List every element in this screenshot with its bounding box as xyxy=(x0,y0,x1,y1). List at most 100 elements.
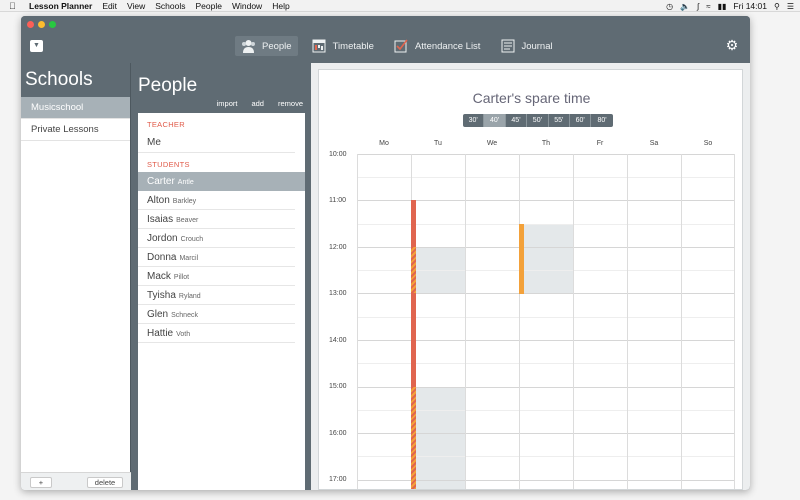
notification-center-icon[interactable]: ☰ xyxy=(786,1,794,11)
menu-app-name[interactable]: Lesson Planner xyxy=(29,0,93,11)
toolbar: People Timetable Attendance List Journal xyxy=(235,36,567,56)
day-label: Mo xyxy=(379,140,389,147)
main-area: Carter's spare time 30' 40' 45' 50' 55' … xyxy=(311,63,750,490)
student-last-name: Voth xyxy=(176,331,191,338)
week-grid xyxy=(357,154,735,489)
day-column-divider xyxy=(465,154,466,489)
tab-attendance-label: Attendance List xyxy=(414,40,481,52)
spotlight-icon[interactable]: ⚲ xyxy=(773,1,780,11)
battery-icon[interactable]: ▮▮ xyxy=(717,1,727,11)
student-last-name: Marcil xyxy=(179,255,199,262)
menu-bar:  Lesson Planner Edit View Schools Peopl… xyxy=(0,0,800,12)
apple-icon[interactable]:  xyxy=(9,1,21,11)
school-item-private-lessons[interactable]: Private Lessons xyxy=(21,119,130,141)
menu-people[interactable]: People xyxy=(195,0,222,11)
duration-option[interactable]: 55' xyxy=(548,114,570,127)
hour-label: 14:00 xyxy=(329,337,347,344)
tab-timetable-label: Timetable xyxy=(332,40,374,52)
half-hour-gridline xyxy=(357,363,735,364)
remove-person-button[interactable]: remove xyxy=(277,99,303,108)
import-button[interactable]: import xyxy=(216,99,238,108)
people-title: People xyxy=(138,75,198,96)
add-person-button[interactable]: add xyxy=(251,99,264,108)
zoom-button[interactable] xyxy=(49,21,56,28)
hour-gridline xyxy=(357,387,735,388)
teacher-item[interactable]: Me xyxy=(138,132,295,153)
day-label: Sa xyxy=(649,140,659,147)
wifi-icon[interactable]: ≈ xyxy=(706,1,711,11)
student-item[interactable]: Tyisha Ryland xyxy=(138,286,295,305)
close-button[interactable] xyxy=(27,21,34,28)
hour-gridline xyxy=(357,200,735,201)
day-column-divider xyxy=(519,154,520,489)
students-section-label: STUDENTS xyxy=(147,160,190,169)
app-window: ▼ People Timetable Attendance List xyxy=(21,16,750,490)
schools-footer: + delete xyxy=(21,472,131,490)
day-column-divider xyxy=(357,154,358,489)
student-item[interactable]: Carter Antle xyxy=(138,172,305,191)
status-area: ◷ 🔈 ∫ ≈ ▮▮ Fri 14:01 ⚲ ☰ xyxy=(666,0,794,12)
tab-people[interactable]: People xyxy=(235,36,298,56)
student-last-name: Barkley xyxy=(172,198,197,205)
duration-option[interactable]: 45' xyxy=(505,114,528,127)
hour-gridline xyxy=(357,154,735,155)
day-column-divider xyxy=(734,154,735,489)
hour-gridline xyxy=(357,433,735,434)
tab-attendance-list[interactable]: Attendance List xyxy=(388,36,487,56)
duration-option[interactable]: 80' xyxy=(591,114,613,127)
student-item[interactable]: Donna Marcil xyxy=(138,248,295,267)
hour-label: 13:00 xyxy=(329,290,347,297)
student-first-name: Hattie xyxy=(147,328,174,339)
calendar-title: Carter's spare time xyxy=(472,90,591,106)
hour-label: 17:00 xyxy=(329,476,347,483)
student-first-name: Carter xyxy=(147,176,175,187)
student-first-name: Isaias xyxy=(147,214,174,225)
student-last-name: Ryland xyxy=(178,293,201,300)
menu-help[interactable]: Help xyxy=(272,0,290,11)
duration-option[interactable]: 60' xyxy=(569,114,592,127)
title-bar: ▼ People Timetable Attendance List xyxy=(21,16,750,63)
minimize-button[interactable] xyxy=(38,21,45,28)
hour-label: 12:00 xyxy=(329,244,347,251)
menu-window[interactable]: Window xyxy=(231,0,263,11)
add-school-button[interactable]: + xyxy=(30,477,52,488)
free-time-block[interactable] xyxy=(519,224,573,294)
chevron-down-icon[interactable]: ▼ xyxy=(30,40,43,52)
time-machine-icon[interactable]: ◷ xyxy=(666,1,674,11)
delete-school-button[interactable]: delete xyxy=(87,477,123,488)
duration-option[interactable]: 40' xyxy=(484,114,506,127)
student-item[interactable]: Alton Barkley xyxy=(138,191,295,210)
student-last-name: Antle xyxy=(177,179,194,186)
student-last-name: Pillot xyxy=(173,274,190,281)
duration-option[interactable]: 50' xyxy=(527,114,549,127)
student-first-name: Alton xyxy=(147,195,170,206)
people-actions: import add remove xyxy=(217,99,303,108)
bluetooth-icon[interactable]: ∫ xyxy=(697,1,700,11)
student-item[interactable]: Hattie Voth xyxy=(138,324,295,343)
hour-label: 16:00 xyxy=(329,430,347,437)
half-hour-gridline xyxy=(357,317,735,318)
free-time-block[interactable] xyxy=(411,387,465,489)
volume-icon[interactable]: 🔈 xyxy=(680,1,691,11)
menu-schools[interactable]: Schools xyxy=(155,0,186,11)
tab-journal[interactable]: Journal xyxy=(494,36,558,56)
gear-icon[interactable]: ⚙ xyxy=(725,37,739,53)
day-label: So xyxy=(703,140,713,147)
people-panel: People import add remove TEACHER Me STUD… xyxy=(133,63,306,490)
duration-option[interactable]: 30' xyxy=(463,114,485,127)
half-hour-gridline xyxy=(357,456,735,457)
student-item[interactable]: Mack Pillot xyxy=(138,267,295,286)
student-item[interactable]: Isaias Beaver xyxy=(138,210,295,229)
half-hour-gridline xyxy=(357,224,735,225)
day-label: Tu xyxy=(434,140,442,147)
tab-timetable[interactable]: Timetable xyxy=(306,36,380,56)
student-item[interactable]: Glen Schneck xyxy=(138,305,295,324)
menu-edit[interactable]: Edit xyxy=(102,0,117,11)
school-item-musicschool[interactable]: Musicschool xyxy=(21,97,130,119)
student-item[interactable]: Jordon Crouch xyxy=(138,229,295,248)
menu-view[interactable]: View xyxy=(126,0,146,11)
clock[interactable]: Fri 14:01 xyxy=(733,1,767,11)
duration-selector: 30' 40' 45' 50' 55' 60' 80' xyxy=(463,114,613,127)
busy-bar xyxy=(411,293,416,387)
student-last-name: Crouch xyxy=(180,236,204,243)
